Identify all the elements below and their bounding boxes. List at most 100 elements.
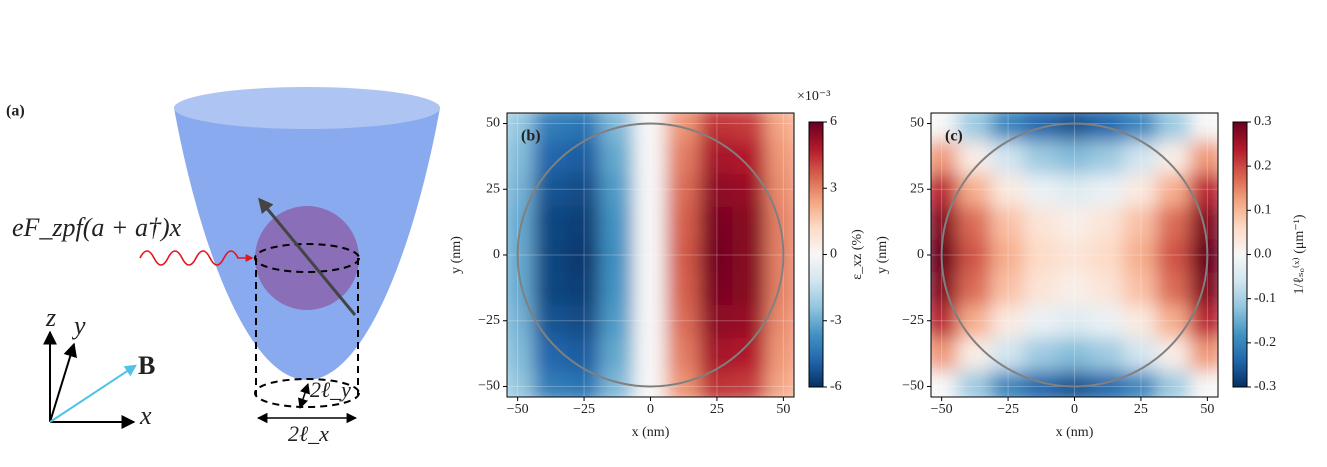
cell <box>1156 270 1192 306</box>
x-tick-label: 25 <box>710 402 724 417</box>
cell <box>632 303 669 339</box>
cell <box>632 336 669 372</box>
cell <box>1123 369 1159 397</box>
width-label: 2ℓ_x <box>288 421 329 446</box>
cell <box>931 336 960 372</box>
drive-label: eF_zpf(a + a†)x <box>12 213 182 242</box>
cell <box>507 369 536 397</box>
cell <box>533 369 569 397</box>
cell <box>566 237 602 273</box>
colorbar-tick-label: 0.2 <box>1254 158 1272 173</box>
cell <box>566 138 602 174</box>
cell <box>1023 336 1059 372</box>
cell <box>566 113 602 141</box>
cell <box>1056 113 1093 141</box>
cell <box>1056 171 1093 207</box>
cell <box>732 237 768 273</box>
cell <box>566 204 602 240</box>
cell <box>1023 171 1059 207</box>
cell <box>990 204 1026 240</box>
cell <box>765 171 794 207</box>
cell <box>1123 204 1159 240</box>
cell <box>632 270 669 306</box>
cell <box>699 270 735 306</box>
cell <box>732 204 768 240</box>
cell <box>1023 204 1059 240</box>
cell <box>632 138 669 174</box>
cell <box>1189 336 1218 372</box>
cell <box>931 237 960 273</box>
circle <box>516 122 785 388</box>
cell <box>699 113 735 141</box>
x-axis-label: x (nm) <box>1056 425 1094 440</box>
cell <box>1056 237 1093 273</box>
well-top <box>174 87 440 129</box>
cell <box>931 138 960 174</box>
cell <box>732 369 768 397</box>
cell <box>1090 237 1126 273</box>
x-tick-label: 0 <box>647 402 654 417</box>
colorbar-tick-label: -6 <box>830 379 842 394</box>
cell <box>632 369 669 397</box>
field-arrow <box>49 364 138 423</box>
cell <box>533 171 569 207</box>
cell <box>699 204 735 240</box>
cell <box>957 113 993 141</box>
cell <box>533 204 569 240</box>
cell <box>1156 171 1192 207</box>
cell <box>533 237 569 273</box>
cell <box>666 270 702 306</box>
cell <box>1023 270 1059 306</box>
cell <box>990 336 1026 372</box>
axis-label: x <box>139 401 152 430</box>
field-label: B <box>138 351 155 380</box>
cell <box>666 204 702 240</box>
cell <box>1156 369 1192 397</box>
y-tick-label: 50 <box>486 116 500 131</box>
x-tick-label: 50 <box>1200 402 1214 417</box>
width-arrow <box>298 383 310 409</box>
x-tick-label: −25 <box>573 402 595 417</box>
cell <box>507 336 536 372</box>
cell <box>1090 303 1126 339</box>
cell <box>732 303 768 339</box>
x-tick-label: −50 <box>931 402 953 417</box>
colorbar-tick-label: -0.2 <box>1254 335 1276 350</box>
cell <box>765 303 794 339</box>
y-tick-label: 50 <box>910 116 924 131</box>
cell <box>632 113 669 141</box>
cell <box>1056 204 1093 240</box>
x-tick-label: 50 <box>776 402 790 417</box>
cell <box>507 138 536 174</box>
cell <box>699 138 735 174</box>
colorbar-tick-label: 0.3 <box>1254 114 1272 129</box>
cell <box>1090 204 1126 240</box>
cell <box>666 138 702 174</box>
cell <box>1123 113 1159 141</box>
cell <box>1090 270 1126 306</box>
panel-label: (c) <box>945 128 963 145</box>
colorbar-label: ε_xz (%) <box>850 229 865 280</box>
cell <box>599 270 635 306</box>
y-tick-label: 0 <box>493 247 500 262</box>
cell <box>507 237 536 273</box>
circle <box>940 122 1209 388</box>
axis-y <box>49 342 77 423</box>
y-tick-label: 0 <box>917 247 924 262</box>
colorbar-tick-label: -3 <box>830 313 842 328</box>
colorbar-tick-label: 3 <box>830 180 837 195</box>
cell <box>632 204 669 240</box>
axis-label: y <box>71 311 86 340</box>
plot-area <box>507 113 794 397</box>
base-outline <box>254 378 360 408</box>
colorbar-offset: ×10⁻³ <box>797 89 830 104</box>
cell <box>1156 113 1192 141</box>
cell <box>1123 237 1159 273</box>
cell <box>632 171 669 207</box>
colorbar-tick-label: 0.0 <box>1254 247 1272 262</box>
cell <box>1156 303 1192 339</box>
cell <box>1156 237 1192 273</box>
cell <box>566 171 602 207</box>
cell <box>1123 171 1159 207</box>
axis-label: z <box>45 303 56 332</box>
